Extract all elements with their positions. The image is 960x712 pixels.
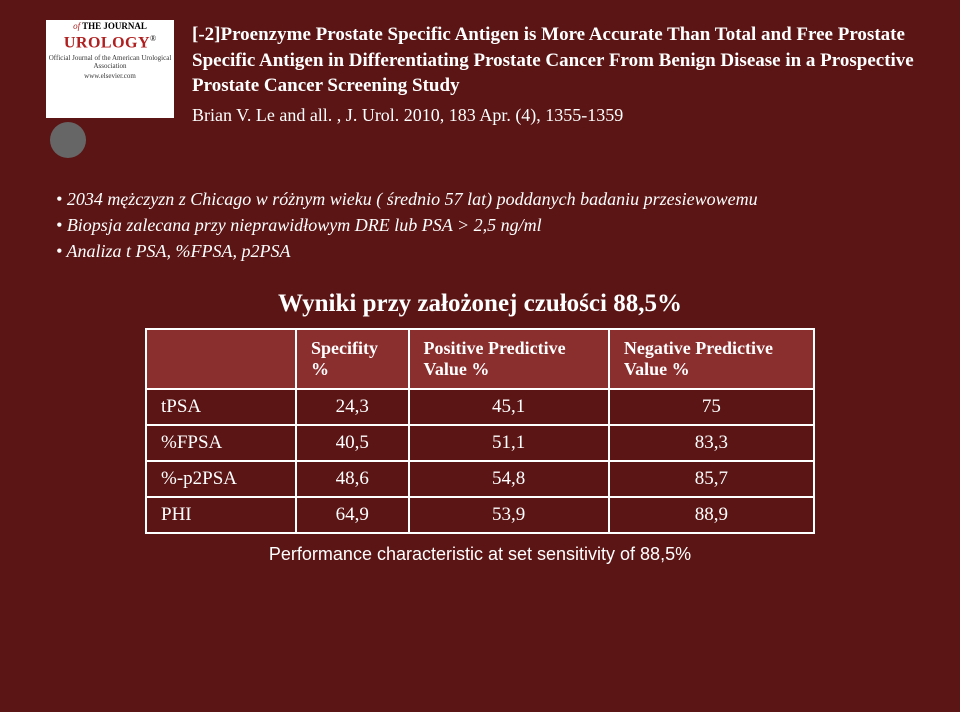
seal-row: [46, 122, 174, 158]
table-row: tPSA 24,3 45,1 75: [146, 389, 814, 425]
journal-top-text: THE JOURNAL: [82, 21, 147, 31]
journal-badge: of THE JOURNAL UROLOGY® Official Journal…: [46, 20, 174, 118]
list-item: Biopsja zalecana przy nieprawidłowym DRE…: [56, 212, 914, 238]
slide-container: of THE JOURNAL UROLOGY® Official Journal…: [0, 0, 960, 712]
table-row: %FPSA 40,5 51,1 83,3: [146, 425, 814, 461]
title-block: [-2]Proenzyme Prostate Specific Antigen …: [192, 20, 914, 127]
table-row: %-p2PSA 48,6 54,8 85,7: [146, 461, 814, 497]
cell: 54,8: [409, 461, 609, 497]
table-caption: Performance characteristic at set sensit…: [46, 544, 914, 565]
col-header-blank: [146, 329, 296, 389]
aua-seal-icon: [50, 122, 86, 158]
header-row: of THE JOURNAL UROLOGY® Official Journal…: [46, 20, 914, 158]
table-header-row: Specifity % Positive Predictive Value % …: [146, 329, 814, 389]
cell: 53,9: [409, 497, 609, 533]
journal-main: UROLOGY®: [46, 32, 174, 52]
cell: 64,9: [296, 497, 409, 533]
cell: 75: [609, 389, 814, 425]
journal-official: Official Journal of the American Urologi…: [46, 54, 174, 70]
row-label: PHI: [146, 497, 296, 533]
cell: 83,3: [609, 425, 814, 461]
cell: 85,7: [609, 461, 814, 497]
journal-reg-icon: ®: [150, 34, 156, 43]
row-label: %FPSA: [146, 425, 296, 461]
list-item: Analiza t PSA, %FPSA, p2PSA: [56, 238, 914, 264]
col-header-ppv: Positive Predictive Value %: [409, 329, 609, 389]
paper-title: [-2]Proenzyme Prostate Specific Antigen …: [192, 22, 914, 99]
row-label: %-p2PSA: [146, 461, 296, 497]
cell: 40,5: [296, 425, 409, 461]
cell: 88,9: [609, 497, 814, 533]
cell: 48,6: [296, 461, 409, 497]
col-header-specifity: Specifity %: [296, 329, 409, 389]
list-item: 2034 mężczyzn z Chicago w różnym wieku (…: [56, 186, 914, 212]
results-table: Specifity % Positive Predictive Value % …: [145, 328, 815, 534]
table-title: Wyniki przy założonej czułości 88,5%: [46, 290, 914, 318]
table-row: PHI 64,9 53,9 88,9: [146, 497, 814, 533]
journal-badge-group: of THE JOURNAL UROLOGY® Official Journal…: [46, 20, 174, 158]
citation: Brian V. Le and all. , J. Urol. 2010, 18…: [192, 103, 914, 127]
cell: 24,3: [296, 389, 409, 425]
bullet-list: 2034 mężczyzn z Chicago w różnym wieku (…: [56, 186, 914, 264]
journal-of: of: [73, 21, 80, 31]
cell: 45,1: [409, 389, 609, 425]
journal-name: UROLOGY: [64, 34, 150, 51]
row-label: tPSA: [146, 389, 296, 425]
journal-publisher: www.elsevier.com: [46, 72, 174, 80]
col-header-npv: Negative Predictive Value %: [609, 329, 814, 389]
journal-top-line: of THE JOURNAL: [46, 20, 174, 32]
cell: 51,1: [409, 425, 609, 461]
